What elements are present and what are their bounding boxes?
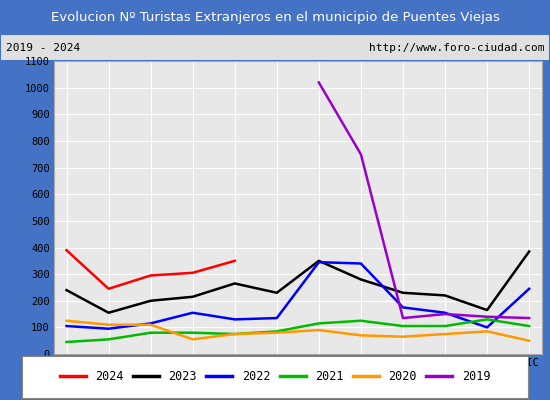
Text: Evolucion Nº Turistas Extranjeros en el municipio de Puentes Viejas: Evolucion Nº Turistas Extranjeros en el … xyxy=(51,10,499,24)
Legend: 2024, 2023, 2022, 2021, 2020, 2019: 2024, 2023, 2022, 2021, 2020, 2019 xyxy=(55,366,495,388)
Text: 2019 - 2024: 2019 - 2024 xyxy=(6,43,80,53)
Text: http://www.foro-ciudad.com: http://www.foro-ciudad.com xyxy=(369,43,544,53)
